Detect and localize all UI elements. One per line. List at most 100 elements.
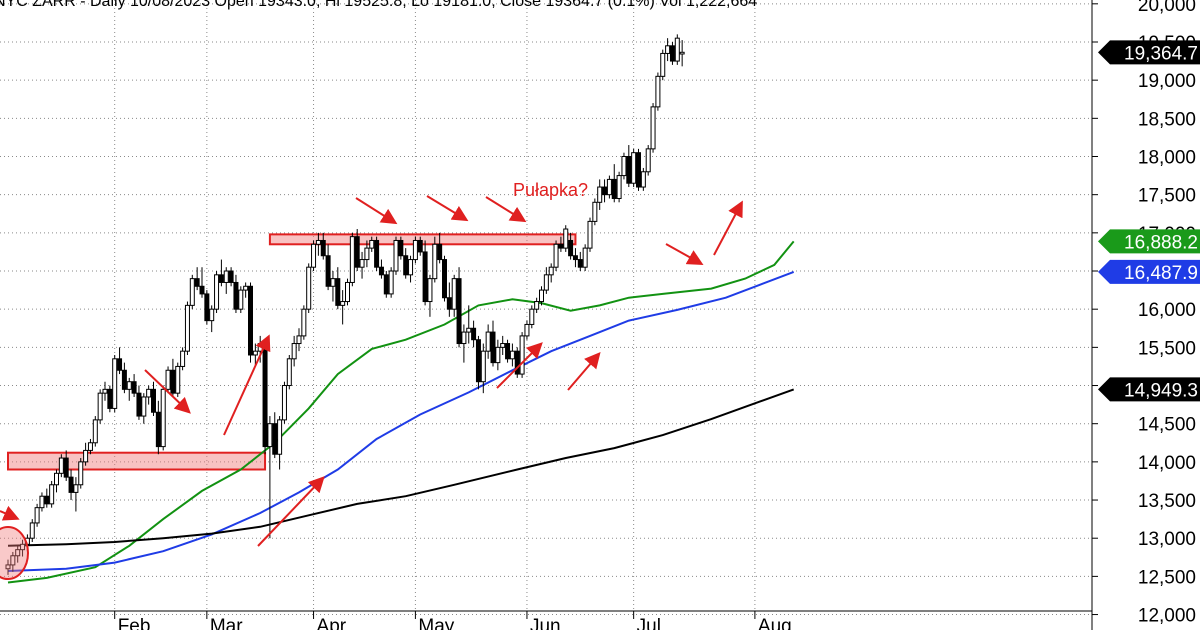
candle <box>543 267 549 294</box>
candle <box>194 267 200 291</box>
candle-body <box>500 343 506 348</box>
candle-body <box>631 152 637 184</box>
candle-body <box>83 449 89 463</box>
candle <box>218 259 224 287</box>
candle <box>505 339 511 363</box>
candle-body <box>175 365 181 394</box>
candle <box>572 248 578 268</box>
candle <box>117 347 123 375</box>
candle-body <box>374 239 380 268</box>
candle <box>471 320 477 348</box>
candle-body <box>432 243 438 280</box>
candle-body <box>611 178 617 199</box>
candle-body <box>669 45 675 62</box>
candle-body <box>107 388 113 409</box>
candle <box>267 416 273 539</box>
candle-body <box>485 331 491 352</box>
red-arrow <box>144 369 191 414</box>
candle <box>228 267 234 287</box>
y-tick-label: 20,000 <box>1138 0 1196 16</box>
candle <box>20 539 26 557</box>
candle-body <box>616 175 622 199</box>
candle <box>107 385 113 413</box>
x-tick-label: Feb <box>118 616 151 630</box>
red-arrow <box>567 351 601 391</box>
candle <box>679 40 685 67</box>
candle <box>311 240 317 272</box>
candle-body <box>209 308 215 322</box>
red-arrow <box>665 243 704 265</box>
candle-body <box>490 331 496 364</box>
candle-body <box>509 350 515 360</box>
candle <box>631 148 637 188</box>
candle <box>398 236 404 260</box>
candle <box>39 492 45 512</box>
candle-body <box>68 476 74 493</box>
candle <box>315 232 321 256</box>
candle-body <box>568 239 574 257</box>
candle <box>296 328 302 352</box>
candle-body <box>412 239 418 261</box>
candle <box>325 244 331 291</box>
candle-body <box>446 297 452 310</box>
candle <box>281 381 287 424</box>
candle <box>606 175 612 199</box>
candle-body <box>78 461 84 486</box>
candle <box>160 385 166 451</box>
candle-body <box>267 423 273 448</box>
candle <box>388 267 394 298</box>
candle-body <box>320 239 326 257</box>
candle <box>461 324 467 363</box>
candle <box>58 454 64 478</box>
candle <box>466 305 472 344</box>
candle-body <box>495 346 501 364</box>
candle-body <box>136 392 142 417</box>
candle-body <box>92 419 98 444</box>
candle <box>184 301 190 355</box>
x-tick-label: Mar <box>210 616 243 630</box>
candle <box>87 438 93 455</box>
moving-average-layer <box>7 240 795 584</box>
y-tick-label: 16,000 <box>1138 300 1196 321</box>
candle <box>102 381 108 401</box>
arrow-layer <box>0 195 743 580</box>
candle-body <box>228 270 234 283</box>
red-arrow <box>223 334 271 436</box>
candle-body <box>5 564 11 570</box>
candle-body <box>311 243 317 268</box>
candle <box>616 171 622 203</box>
candle-body <box>97 392 103 421</box>
candle <box>558 236 564 252</box>
candle <box>170 358 176 397</box>
red-arrow <box>485 196 527 223</box>
candle <box>577 251 583 272</box>
candle <box>393 236 399 275</box>
candle-body <box>349 236 355 283</box>
candle <box>223 267 229 294</box>
candle-body <box>403 255 409 276</box>
candle-body <box>243 285 249 291</box>
candle <box>485 324 491 359</box>
candle-body <box>277 419 283 455</box>
candle-body <box>20 543 26 551</box>
candle-body <box>112 358 118 409</box>
price-label-text: 16,487.9 <box>1124 263 1198 284</box>
candle-body <box>475 339 481 383</box>
candle <box>408 255 414 283</box>
candle-body <box>519 335 525 375</box>
candle <box>364 240 370 268</box>
candle-body <box>117 358 123 371</box>
candle-body <box>539 289 544 303</box>
candle-body <box>417 239 423 253</box>
candle <box>34 503 40 527</box>
candle-body <box>383 274 389 295</box>
candle <box>175 362 181 397</box>
candle-body <box>87 442 93 451</box>
candle-body <box>650 106 656 150</box>
candle <box>291 335 297 367</box>
candle-body <box>524 323 530 337</box>
candle-body <box>301 308 307 337</box>
candle <box>660 49 666 81</box>
candle-body <box>543 274 549 291</box>
